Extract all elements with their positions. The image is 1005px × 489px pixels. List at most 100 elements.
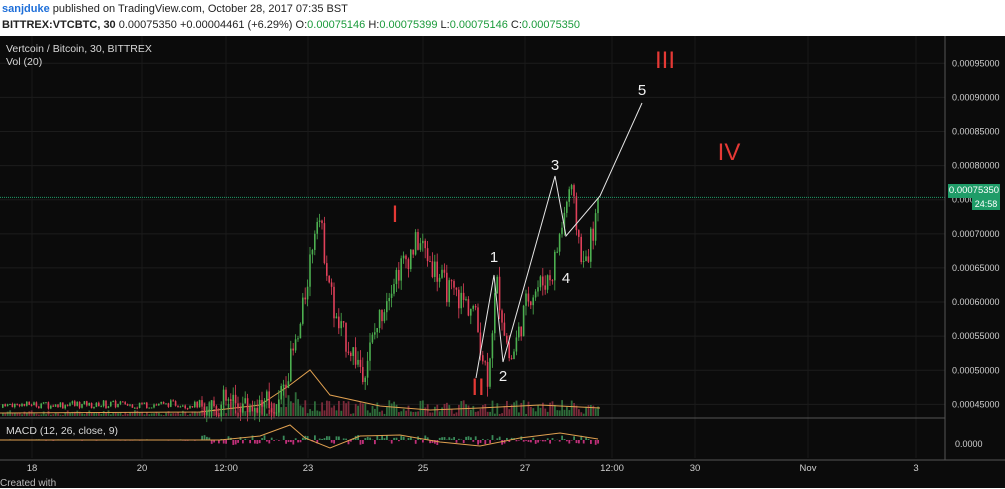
candle-body (439, 278, 441, 282)
candle-body (67, 405, 69, 406)
candle-body (549, 275, 551, 280)
volume-bar (472, 406, 474, 416)
wave-label: I (392, 201, 399, 228)
candle-body (408, 259, 410, 269)
volume-bar (355, 404, 357, 416)
candle-body (556, 252, 558, 253)
candle-body (45, 402, 47, 403)
candle-body (278, 399, 280, 412)
candle-body (336, 317, 338, 319)
macd-histogram-bar (396, 438, 398, 440)
macd-histogram-bar (408, 438, 410, 440)
candle-body (463, 293, 465, 300)
candle-body (62, 402, 64, 408)
macd-histogram-bar (458, 439, 460, 440)
volume-bar (499, 414, 501, 416)
macd-histogram-bar (499, 437, 501, 440)
candle-body (592, 229, 594, 241)
candle-body (396, 270, 398, 284)
macd-histogram-bar (201, 436, 203, 440)
x-tick-label: 30 (690, 463, 701, 474)
volume-bar (559, 410, 561, 416)
candle-body (52, 406, 54, 407)
volume-bar (312, 411, 314, 416)
volume-bar (134, 410, 136, 416)
candle-body (422, 241, 424, 243)
candle-body (448, 280, 450, 302)
candle-body (571, 185, 573, 189)
candle-body (129, 405, 131, 406)
volume-bar (549, 403, 551, 416)
candle-body (211, 400, 213, 409)
candle-body (266, 391, 268, 400)
volume-bar (516, 401, 518, 416)
macd-histogram-bar (475, 436, 477, 440)
volume-bar (201, 410, 203, 416)
macd-histogram-bar (501, 440, 503, 445)
macd-histogram-bar (489, 440, 491, 443)
volume-bar (88, 411, 90, 416)
volume-bar (285, 407, 287, 416)
volume-bar (480, 409, 482, 416)
macd-histogram-bar (268, 440, 270, 443)
volume-bar (326, 401, 328, 416)
candle-body (213, 400, 215, 406)
volume-bar (252, 411, 254, 416)
macd-histogram-bar (321, 439, 323, 440)
candle-body (220, 405, 222, 417)
volume-bar (163, 415, 165, 416)
volume-bar (494, 414, 496, 416)
candle-body (511, 358, 513, 359)
volume-bar (348, 401, 350, 416)
volume-bar (266, 414, 268, 416)
macd-histogram-bar (561, 436, 563, 440)
candle-body (139, 403, 141, 408)
volume-bar (571, 401, 573, 416)
candle-body (403, 256, 405, 259)
candle-body (324, 223, 326, 263)
candle-body (36, 402, 38, 406)
volume-bar (540, 408, 542, 416)
candle-body (523, 306, 525, 337)
volume-bar (439, 411, 441, 416)
volume-bar (561, 400, 563, 416)
volume-bar (151, 413, 153, 416)
volume-bar (530, 407, 532, 416)
candle-body (489, 358, 491, 386)
macd-histogram-bar (283, 436, 285, 440)
volume-bar (93, 413, 95, 416)
candle-body (410, 250, 412, 269)
volume-bar (165, 413, 167, 416)
candle-body (355, 347, 357, 364)
candle-body (96, 403, 98, 407)
volume-bar (391, 403, 393, 416)
macd-indicator-label: MACD (12, 26, close, 9) (6, 425, 118, 437)
macd-histogram-bar (415, 440, 417, 444)
volume-bar (444, 404, 446, 416)
x-tick-label: 27 (520, 463, 531, 474)
volume-bar (523, 400, 525, 416)
volume-bar (81, 413, 83, 416)
candle-body (292, 349, 294, 351)
candle-body (316, 222, 318, 234)
candle-body (172, 400, 174, 401)
volume-bar (43, 411, 45, 416)
volume-bar (336, 410, 338, 416)
volume-bar (367, 410, 369, 416)
candle-body (237, 403, 239, 408)
candle-body (343, 321, 345, 322)
volume-bar (590, 405, 592, 416)
volume-bar (489, 412, 491, 416)
candle-body (98, 403, 100, 407)
volume-bar (410, 411, 412, 416)
macd-histogram-bar (470, 437, 472, 440)
candle-body (302, 298, 304, 324)
candle-body (2, 404, 4, 408)
candle-body (381, 310, 383, 321)
macd-histogram-bar (482, 439, 484, 440)
macd-histogram-bar (530, 440, 532, 442)
candle-body (535, 291, 537, 297)
candle-body (141, 403, 143, 404)
macd-histogram-bar (232, 440, 234, 445)
